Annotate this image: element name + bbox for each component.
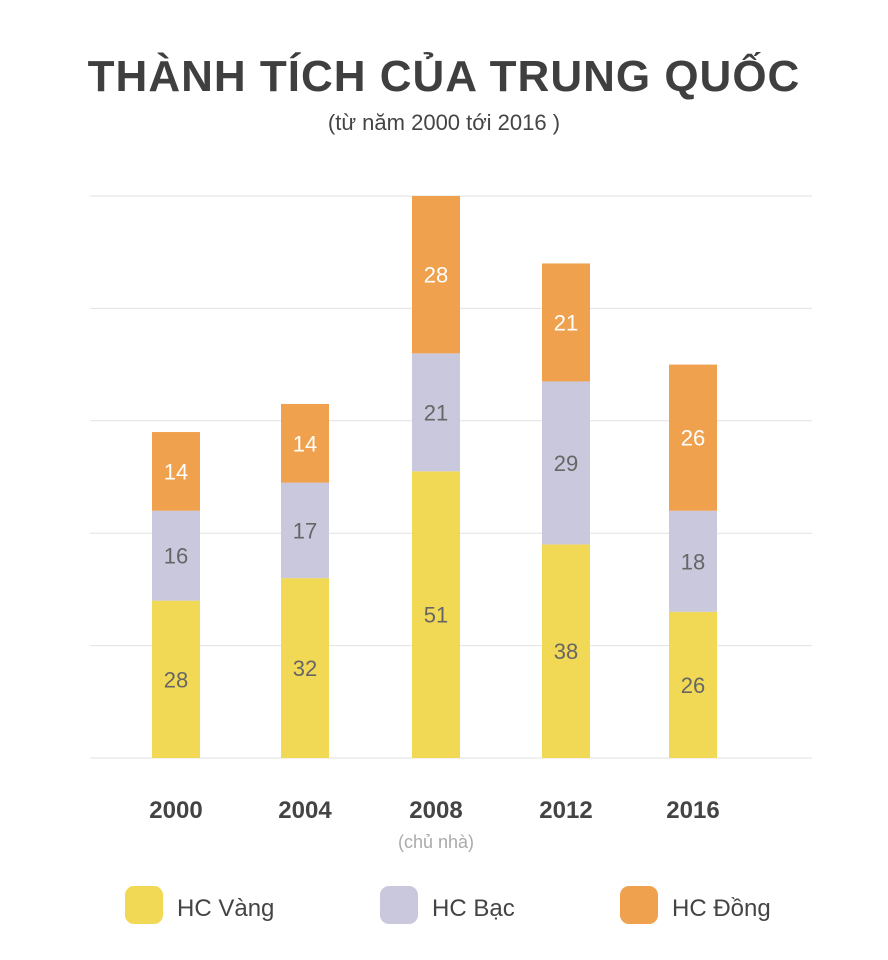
data-label: 14: [293, 431, 317, 456]
bar-segment: [412, 353, 460, 472]
x-tick-label: 2016: [666, 797, 719, 824]
bar-segment: [152, 600, 200, 758]
legend-label: HC Bạc: [432, 895, 515, 922]
data-label: 26: [681, 426, 705, 451]
legend-label: HC Đồng: [672, 895, 771, 922]
data-label: 21: [554, 310, 578, 335]
data-label: 14: [164, 459, 188, 484]
x-tick-note: (chủ nhà): [398, 832, 474, 852]
bar-segment: [412, 471, 460, 758]
legend-swatch: [620, 886, 658, 924]
x-tick-label: 2000: [149, 797, 202, 824]
bar-segment: [542, 544, 590, 758]
data-label: 17: [293, 518, 317, 543]
bar-segment: [669, 611, 717, 758]
chart-subtitle: (từ năm 2000 tới 2016 ): [327, 110, 561, 135]
x-tick-label: 2008: [409, 797, 462, 824]
x-tick-label: 2012: [539, 797, 592, 824]
legend-label: HC Vàng: [177, 895, 274, 922]
data-label: 18: [681, 549, 705, 574]
data-label: 28: [164, 667, 188, 692]
chart-title: THÀNH TÍCH CỦA TRUNG QUỐC: [87, 52, 801, 101]
data-label: 28: [424, 263, 448, 288]
bar-segment: [152, 432, 200, 511]
bar-segment: [542, 263, 590, 382]
data-label: 21: [424, 400, 448, 425]
bar-segment: [281, 403, 329, 483]
data-label: 16: [164, 544, 188, 569]
data-label: 26: [681, 673, 705, 698]
bar-segment: [669, 364, 717, 511]
bar-segment: [152, 510, 200, 601]
legend-swatch: [125, 886, 163, 924]
x-tick-label: 2004: [278, 797, 332, 824]
bar-segment: [281, 482, 329, 579]
bar-segment: [412, 196, 460, 354]
data-label: 32: [293, 656, 317, 681]
data-label: 29: [554, 451, 578, 476]
bar-segment: [542, 381, 590, 545]
bar-segment: [281, 578, 329, 758]
data-label: 38: [554, 639, 578, 664]
bar-segment: [669, 510, 717, 612]
legend-swatch: [380, 886, 418, 924]
data-label: 51: [424, 603, 448, 628]
